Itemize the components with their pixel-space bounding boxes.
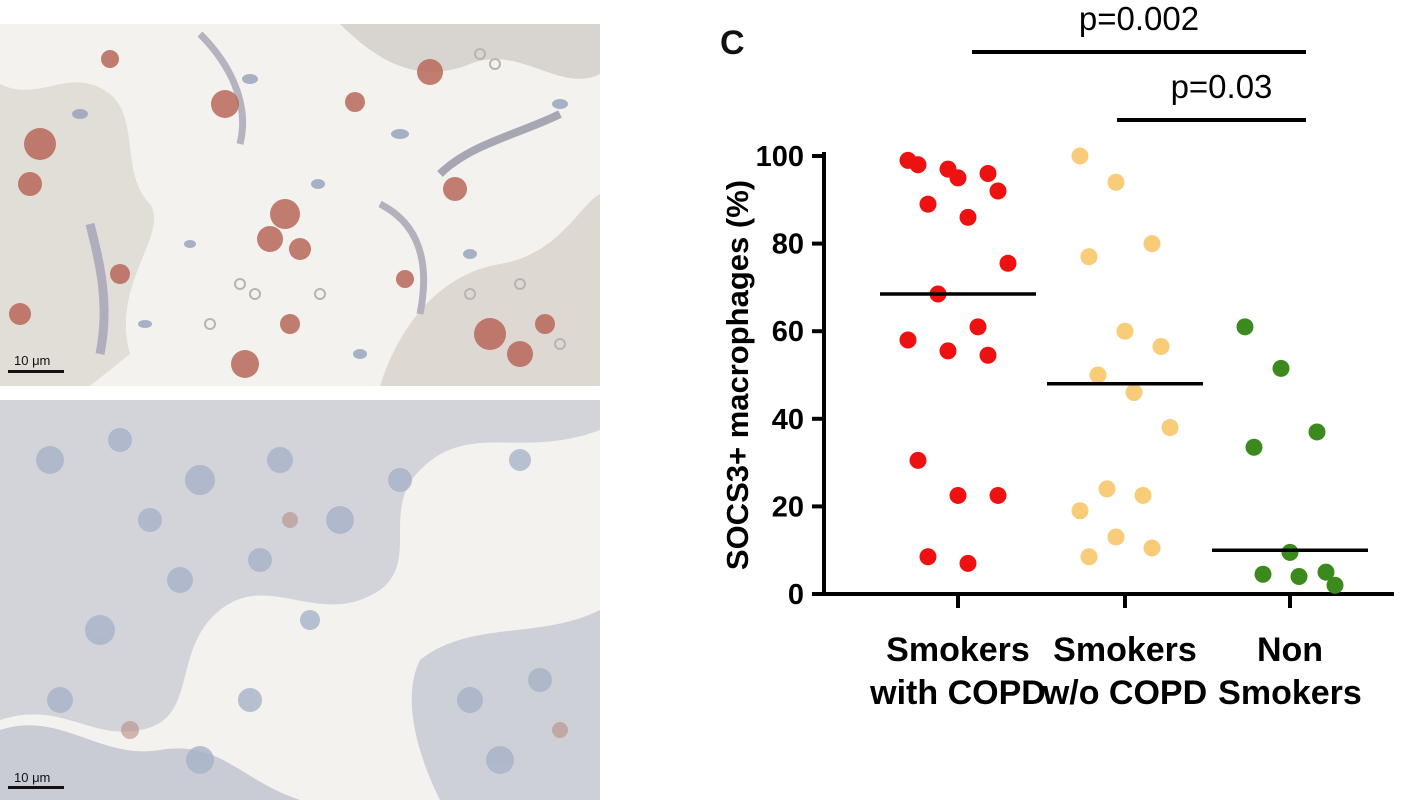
point-series0-2 <box>979 165 997 183</box>
point-series0-14 <box>909 451 927 469</box>
point-series2-8 <box>1326 576 1344 594</box>
point-series2-5 <box>1317 563 1335 581</box>
point-series2-1 <box>1272 359 1290 377</box>
y-tick-label-0: 0 <box>788 579 804 611</box>
point-series0-12 <box>939 342 957 360</box>
point-series2-3 <box>1245 438 1263 456</box>
point-series0-6 <box>919 195 937 213</box>
point-series1-7 <box>1125 384 1143 402</box>
point-series0-3 <box>909 156 927 174</box>
point-series0-7 <box>959 208 977 226</box>
category-label-0-line1: Smokers <box>886 631 1030 669</box>
comparison-label-1: p=0.03 <box>1171 68 1273 105</box>
point-series1-14 <box>1080 548 1098 566</box>
point-series2-4 <box>1281 543 1299 561</box>
category-label-1-line1: Smokers <box>1053 631 1197 669</box>
category-label-1-line2: w/o COPD <box>1042 674 1207 712</box>
point-series1-4 <box>1116 322 1134 340</box>
comparison-label-0: p=0.002 <box>1079 0 1199 37</box>
point-series1-0 <box>1071 147 1089 165</box>
point-series0-17 <box>919 548 937 566</box>
point-series2-2 <box>1308 423 1326 441</box>
point-series2-0 <box>1236 318 1254 336</box>
point-series0-15 <box>949 486 967 504</box>
point-series0-10 <box>969 318 987 336</box>
point-series0-5 <box>989 182 1007 200</box>
point-series2-6 <box>1254 565 1272 583</box>
category-label-2-line1: Non <box>1257 631 1323 669</box>
y-axis-label: SOCS3+ macrophages (%) <box>720 180 755 570</box>
panel-b-scale-label: 10 μm <box>14 770 51 785</box>
y-tick-label-20: 20 <box>772 491 804 523</box>
point-series1-12 <box>1107 528 1125 546</box>
point-series1-2 <box>1143 235 1161 253</box>
y-tick-label-100: 100 <box>756 141 804 173</box>
point-series0-16 <box>989 486 1007 504</box>
point-series1-11 <box>1071 502 1089 520</box>
point-series1-1 <box>1107 173 1125 191</box>
category-label-2-line2: Smokers <box>1218 674 1362 712</box>
point-series0-8 <box>999 254 1017 272</box>
y-tick-label-60: 60 <box>772 316 804 348</box>
point-series2-7 <box>1290 567 1308 585</box>
y-tick-label-40: 40 <box>772 404 804 436</box>
point-series1-5 <box>1152 338 1170 356</box>
category-label-0-line2: with COPD <box>869 674 1046 712</box>
panel-c-label: C <box>720 24 745 62</box>
point-series1-10 <box>1134 486 1152 504</box>
point-series0-11 <box>899 331 917 349</box>
point-series0-13 <box>979 346 997 364</box>
micrograph-a <box>0 24 600 386</box>
panel-a-scale-label: 10 μm <box>14 353 51 368</box>
y-tick-label-80: 80 <box>772 229 804 261</box>
point-series0-18 <box>959 554 977 572</box>
point-series1-8 <box>1161 419 1179 437</box>
point-series1-3 <box>1080 248 1098 266</box>
point-series1-9 <box>1098 480 1116 498</box>
point-series1-13 <box>1143 539 1161 557</box>
point-series1-6 <box>1089 366 1107 384</box>
micrograph-b <box>0 400 600 800</box>
point-series0-4 <box>949 169 967 187</box>
